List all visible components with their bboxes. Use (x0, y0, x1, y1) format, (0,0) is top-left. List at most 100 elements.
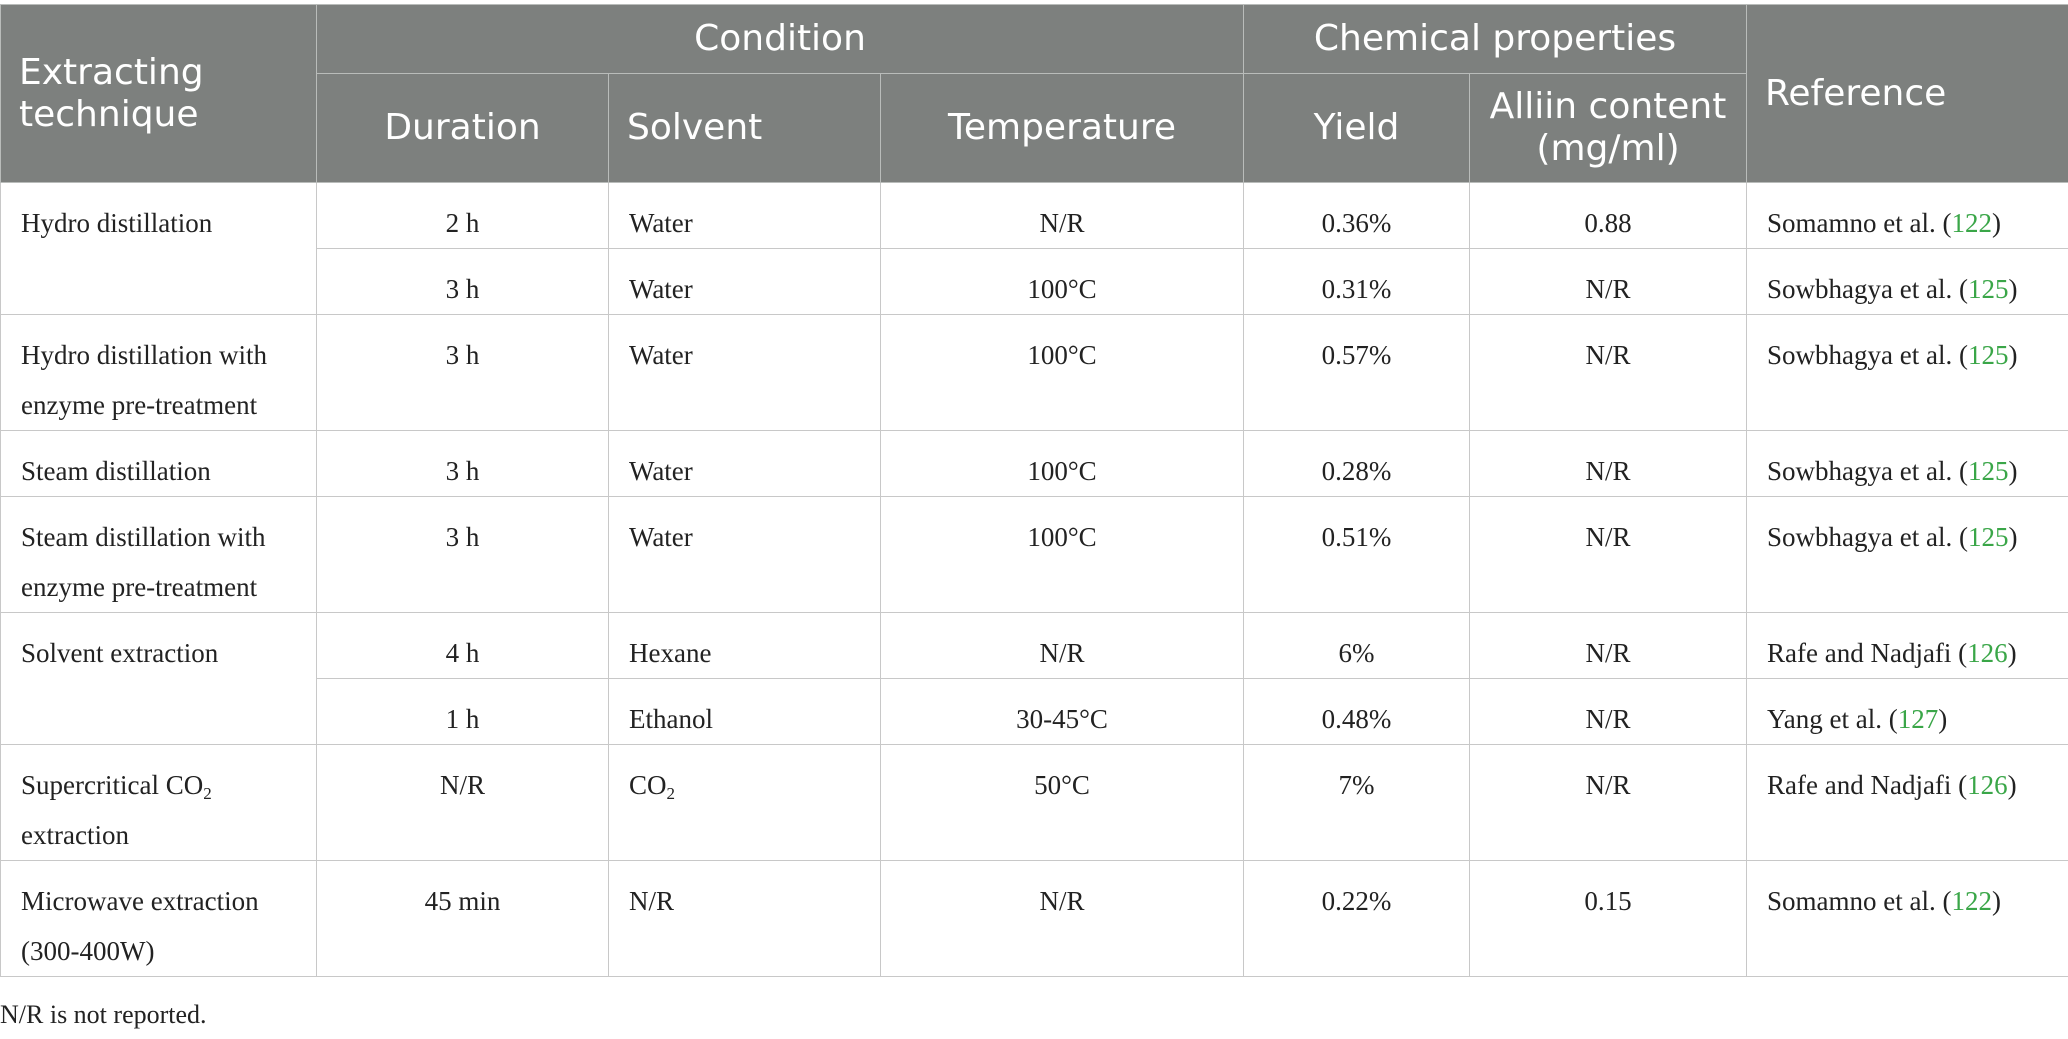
ref-close: ) (2008, 274, 2018, 304)
cell-reference: Somamno et al. (122) (1746, 182, 2068, 249)
cell-yield: 0.28% (1243, 430, 1471, 497)
cell-solvent: Water (608, 496, 881, 613)
cell-solvent: Water (608, 314, 881, 431)
ref-link[interactable]: 125 (1967, 456, 2009, 486)
header-duration: Duration (316, 73, 609, 183)
cell-reference: Sowbhagya et al. (125) (1746, 496, 2068, 613)
cell-yield: 7% (1243, 744, 1471, 861)
cell-duration: 45 min (316, 860, 609, 977)
cell-alliin: N/R (1469, 612, 1748, 679)
ref-close: ) (1938, 704, 1948, 734)
ref-link[interactable]: 122 (1951, 886, 1992, 916)
ref-link[interactable]: 122 (1951, 208, 1992, 238)
ref-author: Sowbhagya et al. ( (1767, 340, 1968, 370)
table-body: Hydro distillation 2 h Water N/R 0.36% 0… (0, 182, 2068, 977)
table-row: Solvent extraction 4 h Hexane N/R 6% N/R… (0, 612, 2068, 745)
cell-temperature: 30-45°C (879, 678, 1245, 745)
cell-temperature: N/R (879, 182, 1245, 249)
subscript: 2 (666, 784, 676, 803)
ref-close: ) (2007, 638, 2017, 668)
header-alliin: Alliin content (mg/ml) (1469, 73, 1748, 183)
cell-reference: Rafe and Nadjafi (126) (1746, 612, 2068, 679)
cell-alliin: N/R (1469, 314, 1748, 431)
cell-duration: 3 h (316, 314, 609, 431)
header-reference: Reference (1746, 4, 2068, 183)
technique-text: Supercritical CO (21, 770, 204, 800)
ref-link[interactable]: 125 (1967, 522, 2009, 552)
cell-solvent: Water (608, 248, 881, 315)
cell-temperature: 100°C (879, 248, 1245, 315)
ref-close: ) (2008, 340, 2018, 370)
ref-close: ) (2008, 456, 2018, 486)
cell-alliin: N/R (1469, 248, 1748, 315)
table-row: Hydro distillation 2 h Water N/R 0.36% 0… (0, 182, 2068, 315)
ref-author: Sowbhagya et al. ( (1767, 522, 1968, 552)
cell-alliin: N/R (1469, 430, 1748, 497)
cell-technique: Hydro distillation with enzyme pre-treat… (0, 314, 317, 431)
ref-author: Somamno et al. ( (1767, 208, 1952, 238)
cell-yield: 0.48% (1243, 678, 1471, 745)
ref-author: Yang et al. ( (1767, 704, 1898, 734)
cell-alliin: 0.15 (1469, 860, 1748, 977)
technique-text: extraction (21, 820, 129, 850)
ref-close: ) (2008, 522, 2018, 552)
cell-duration: N/R (316, 744, 609, 861)
cell-temperature: 100°C (879, 496, 1245, 613)
cell-alliin: 0.88 (1469, 182, 1748, 249)
cell-yield: 0.31% (1243, 248, 1471, 315)
header-yield: Yield (1243, 73, 1471, 183)
table-header: Extracting technique Condition Chemical … (0, 4, 2068, 183)
cell-technique: Microwave extraction (300-400W) (0, 860, 317, 977)
cell-reference: Sowbhagya et al. (125) (1746, 314, 2068, 431)
cell-technique: Supercritical CO2 extraction (0, 744, 317, 861)
cell-duration: 4 h (316, 612, 609, 679)
solvent-text: CO (629, 770, 667, 800)
cell-technique: Solvent extraction (0, 612, 317, 745)
cell-alliin: N/R (1469, 496, 1748, 613)
cell-duration: 3 h (316, 430, 609, 497)
ref-author: Sowbhagya et al. ( (1767, 456, 1968, 486)
ref-link[interactable]: 125 (1967, 340, 2009, 370)
ref-author: Sowbhagya et al. ( (1767, 274, 1968, 304)
cell-alliin: N/R (1469, 744, 1748, 861)
cell-yield: 0.51% (1243, 496, 1471, 613)
cell-temperature: N/R (879, 612, 1245, 679)
header-temperature: Temperature (879, 73, 1245, 183)
cell-technique: Hydro distillation (0, 182, 317, 315)
cell-reference: Sowbhagya et al. (125) (1746, 430, 2068, 497)
ref-link[interactable]: 127 (1897, 704, 1939, 734)
ref-author: Somamno et al. ( (1767, 886, 1952, 916)
ref-link[interactable]: 125 (1967, 274, 2009, 304)
cell-reference: Rafe and Nadjafi (126) (1746, 744, 2068, 861)
ref-close: ) (1991, 886, 2001, 916)
cell-yield: 6% (1243, 612, 1471, 679)
table-row: Steam distillation 3 h Water 100°C 0.28%… (0, 430, 2068, 497)
table-row: 1 h Ethanol 30-45°C 0.48% N/R Yang et al… (1, 678, 2068, 745)
table-row: Hydro distillation with enzyme pre-treat… (0, 314, 2068, 431)
cell-solvent: Water (608, 182, 881, 249)
cell-duration: 1 h (316, 678, 609, 745)
cell-duration: 3 h (316, 496, 609, 613)
cell-temperature: N/R (879, 860, 1245, 977)
header-chemical-properties: Chemical properties (1243, 4, 1748, 74)
cell-temperature: 50°C (879, 744, 1245, 861)
ref-close: ) (2007, 770, 2017, 800)
cell-technique: Steam distillation with enzyme pre-treat… (0, 496, 317, 613)
extraction-table: Extracting technique Condition Chemical … (0, 4, 2068, 977)
header-solvent: Solvent (608, 73, 881, 183)
table-row: Supercritical CO2 extraction N/R CO2 50°… (0, 744, 2068, 861)
table-row: Steam distillation with enzyme pre-treat… (0, 496, 2068, 613)
ref-link[interactable]: 126 (1967, 638, 2008, 668)
cell-solvent: Water (608, 430, 881, 497)
ref-author: Rafe and Nadjafi ( (1767, 770, 1968, 800)
cell-yield: 0.36% (1243, 182, 1471, 249)
header-condition: Condition (315, 4, 1245, 74)
ref-link[interactable]: 126 (1967, 770, 2008, 800)
cell-reference: Somamno et al. (122) (1746, 860, 2068, 977)
table-container: Extracting technique Condition Chemical … (0, 4, 2068, 977)
header-technique: Extracting technique (0, 4, 317, 183)
table-row: Microwave extraction (300-400W) 45 min N… (0, 860, 2068, 977)
cell-technique: Steam distillation (0, 430, 317, 497)
cell-solvent: N/R (608, 860, 881, 977)
cell-reference: Sowbhagya et al. (125) (1746, 248, 2068, 315)
